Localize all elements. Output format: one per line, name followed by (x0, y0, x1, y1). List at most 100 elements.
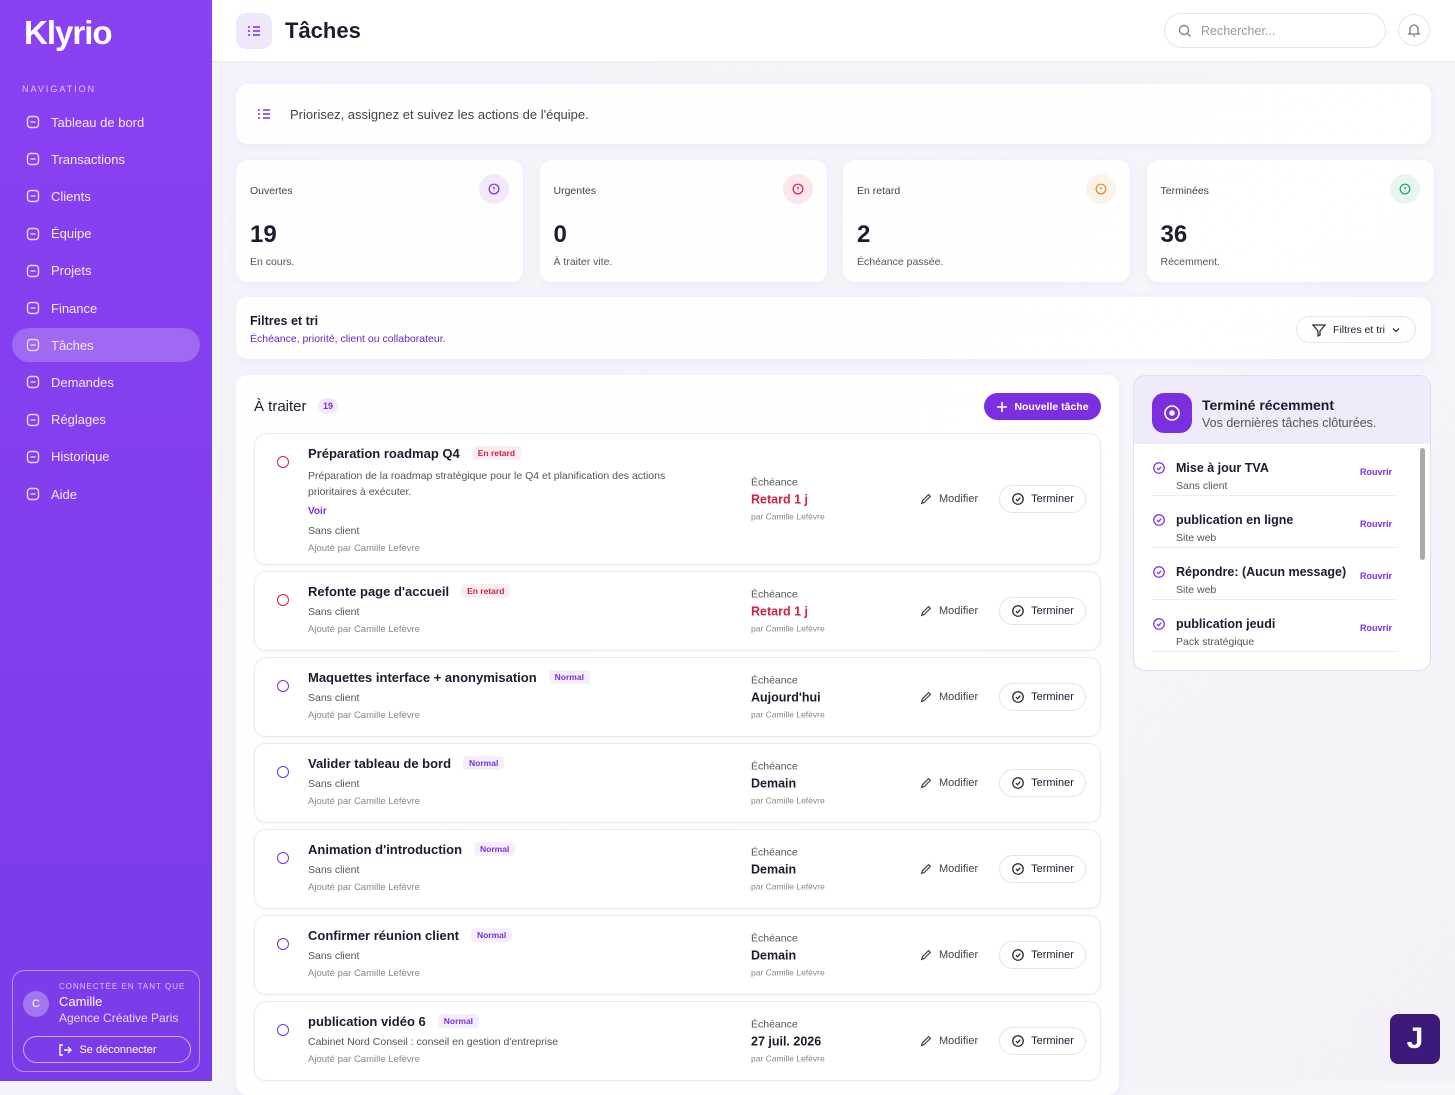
due-column: Échéance 27 juil. 2026 par Camille Lefèvre (751, 1019, 825, 1064)
nav-item[interactable]: Équipe (12, 217, 200, 251)
search-box[interactable]: Rechercher... (1164, 13, 1386, 48)
edit-label: Modifier (939, 691, 979, 703)
edit-button[interactable]: Modifier (919, 1034, 978, 1048)
stat-note: À traiter vite. (553, 256, 613, 268)
task-link[interactable]: Voir (308, 506, 327, 517)
task-checkbox[interactable] (277, 1024, 289, 1036)
task-badge: Normal (470, 928, 513, 942)
sidebar: Klyrio NAVIGATION Tableau de bord Transac… (0, 0, 212, 1081)
new-task-button[interactable]: Nouvelle tâche (984, 393, 1101, 420)
nav-item[interactable]: Tâches (12, 328, 200, 363)
complete-button[interactable]: Terminer (999, 597, 1086, 625)
task-title: Refonte page d'accueil (308, 584, 450, 599)
edit-label: Modifier (939, 777, 979, 789)
due-column: Échéance Demain par Camille Lefèvre (751, 847, 825, 892)
complete-button[interactable]: Terminer (999, 769, 1086, 797)
tasks-title: À traiter (254, 398, 307, 415)
task-client: Sans client (308, 692, 360, 704)
reopen-button[interactable]: Rouvrir (1360, 623, 1393, 633)
stat-note: Récemment. (1160, 256, 1221, 268)
nav-item[interactable]: Historique (12, 440, 200, 474)
recent-item: Mise à jour TVA Sans client Rouvrir (1152, 444, 1398, 496)
filters-button[interactable]: Filtres et tri (1296, 316, 1416, 343)
nav-item[interactable]: Transactions (12, 142, 200, 176)
icon (1153, 462, 1165, 474)
due-by: par Camille Lefèvre (751, 709, 825, 720)
task-added: Ajouté par Camille Lefèvre (308, 710, 420, 721)
due-by: par Camille Lefèvre (751, 881, 825, 892)
icon (1012, 863, 1024, 875)
nav-label: Réglages (51, 412, 106, 428)
icon (1012, 605, 1024, 617)
reopen-button[interactable]: Rouvrir (1360, 519, 1393, 529)
nav-item[interactable]: Réglages (12, 403, 200, 437)
reopen-button[interactable]: Rouvrir (1360, 467, 1393, 477)
due-value: Aujourd'hui (751, 690, 821, 705)
avatar: C (23, 991, 49, 1017)
logout-button[interactable]: Se déconnecter (23, 1036, 191, 1063)
due-column: Échéance Demain par Camille Lefèvre (751, 933, 825, 978)
nav-label: Équipe (51, 226, 92, 242)
task-title-line: Refonte page d'accueil En retard (308, 584, 1100, 599)
due-by: par Camille Lefèvre (751, 623, 825, 634)
due-label: Échéance (751, 1018, 798, 1031)
complete-button[interactable]: Terminer (999, 1027, 1086, 1055)
complete-button[interactable]: Terminer (999, 941, 1086, 969)
complete-label: Terminer (1031, 1035, 1074, 1047)
icon (1012, 949, 1024, 961)
task-checkbox[interactable] (277, 766, 289, 778)
task-checkbox[interactable] (277, 680, 289, 692)
edit-button[interactable]: Modifier (919, 492, 978, 506)
edit-label: Modifier (939, 1035, 979, 1047)
edit-button[interactable]: Modifier (919, 604, 978, 618)
task-added: Ajouté par Camille Lefèvre (308, 1054, 420, 1065)
reopen-button[interactable]: Rouvrir (1360, 571, 1393, 581)
nav-heading: NAVIGATION (22, 84, 97, 94)
edit-button[interactable]: Modifier (919, 862, 978, 876)
icon (26, 450, 40, 463)
task-client: Sans client (308, 525, 360, 537)
due-by: par Camille Lefèvre (751, 795, 825, 806)
task-title: Préparation roadmap Q4 (308, 446, 460, 461)
notifications-button[interactable] (1398, 14, 1430, 46)
task-checkbox[interactable] (277, 852, 289, 864)
task-added: Ajouté par Camille Lefèvre (308, 624, 420, 635)
edit-button[interactable]: Modifier (919, 690, 978, 704)
nav-label: Finance (51, 300, 98, 316)
task-title-line: Confirmer réunion client Normal (308, 928, 1100, 943)
task-client: Sans client (308, 778, 360, 790)
nav-item[interactable]: Aide (12, 477, 200, 511)
stat-value: 36 (1160, 221, 1188, 248)
icon (1012, 691, 1024, 703)
task-client: Sans client (308, 864, 360, 876)
complete-button[interactable]: Terminer (999, 683, 1086, 711)
nav-item[interactable]: Demandes (12, 365, 200, 399)
stat-icon (1389, 174, 1420, 204)
stat-note: Échéance passée. (857, 256, 944, 268)
edit-button[interactable]: Modifier (919, 948, 978, 962)
user-name: Camille (59, 994, 103, 1009)
icon (26, 338, 40, 352)
complete-button[interactable]: Terminer (999, 855, 1086, 883)
task-checkbox[interactable] (277, 594, 289, 606)
chat-button[interactable]: J (1390, 1014, 1440, 1064)
edit-label: Modifier (939, 949, 979, 961)
nav-item[interactable]: Projets (12, 254, 200, 288)
nav-item[interactable]: Clients (12, 179, 200, 213)
recent-item: publication jeudi Pack stratégique Rouvrir (1152, 600, 1398, 652)
complete-label: Terminer (1031, 493, 1074, 505)
icon (26, 301, 40, 315)
logout-label: Se déconnecter (79, 1043, 157, 1056)
edit-button[interactable]: Modifier (919, 776, 978, 790)
nav-item[interactable]: Tableau de bord (12, 105, 200, 139)
stat-note: En cours. (250, 256, 295, 268)
task-checkbox[interactable] (277, 456, 289, 468)
task-checkbox[interactable] (277, 938, 289, 950)
complete-button[interactable]: Terminer (999, 485, 1086, 513)
complete-label: Terminer (1031, 605, 1074, 617)
task-title: Animation d'introduction (308, 842, 463, 857)
nav-item[interactable]: Finance (12, 291, 200, 325)
icon (1095, 183, 1107, 195)
